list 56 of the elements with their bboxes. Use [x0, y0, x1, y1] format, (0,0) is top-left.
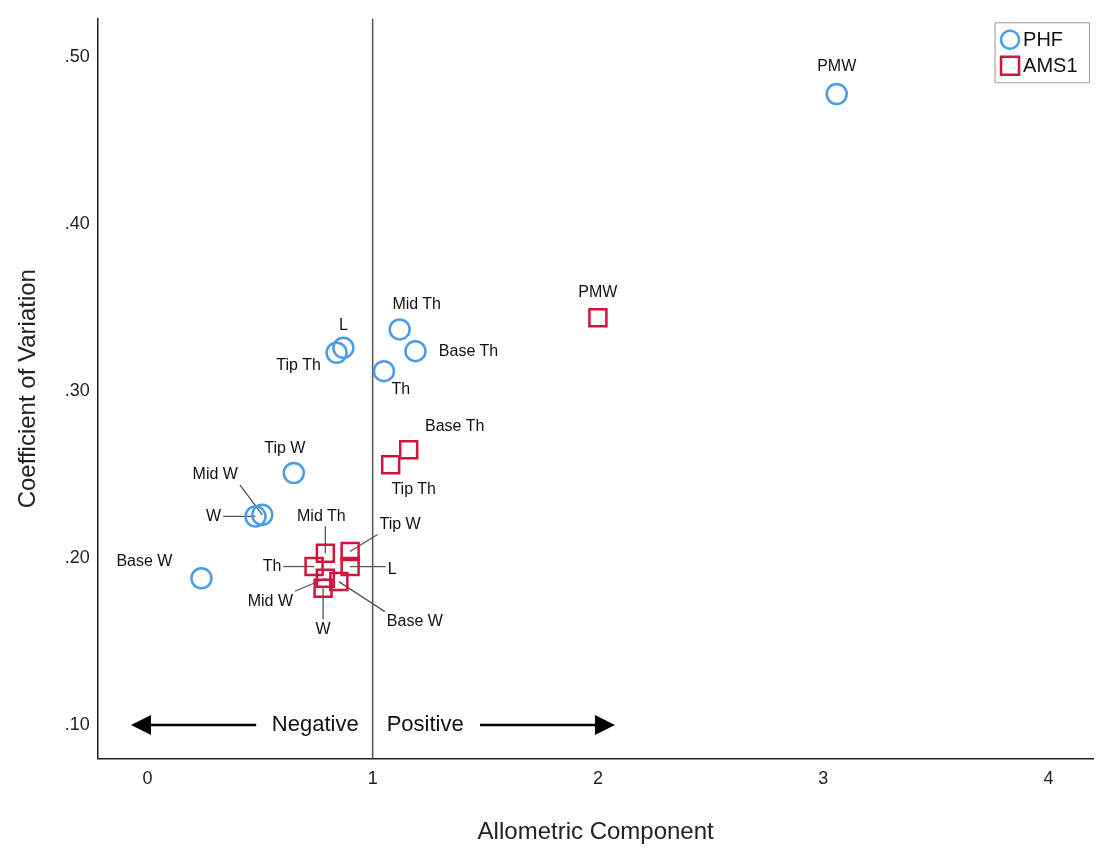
y-tick-label: .10 [64, 714, 90, 735]
point [190, 566, 213, 590]
annotation: Tip W [379, 514, 422, 532]
point [588, 307, 608, 328]
x-tick-label: 3 [818, 768, 829, 789]
x-axis-title: Allometric Component [477, 817, 715, 845]
annotation: Positive [386, 711, 464, 737]
annotation: Base Th [425, 417, 485, 435]
annotation: Mid Th [297, 506, 346, 524]
y-tick-label: .40 [64, 213, 90, 234]
point [244, 505, 267, 528]
annotation: L [387, 559, 397, 577]
point [325, 341, 348, 365]
legend-label: AMS1 [1023, 54, 1078, 77]
x-tick-label: 1 [367, 768, 378, 789]
point [315, 568, 336, 588]
point [398, 439, 419, 460]
annotation: Base W [386, 611, 444, 629]
x-tick-label: 4 [1043, 768, 1054, 789]
annotation: Th [262, 556, 282, 574]
point [372, 359, 396, 383]
legend-label: PHF [1023, 28, 1064, 51]
point [329, 571, 349, 592]
y-tick-label: .20 [64, 547, 90, 568]
annotation: Th [391, 379, 411, 397]
annotation: Base Th [438, 341, 499, 359]
annotation: Negative [271, 711, 359, 737]
y-axis-title: Coefficient of Variation [13, 269, 41, 509]
annotation: PMW [578, 283, 619, 301]
point [251, 503, 274, 527]
point [340, 541, 360, 562]
point [315, 543, 336, 563]
y-tick-label: .30 [64, 380, 90, 401]
x-tick-label: 0 [142, 768, 153, 789]
point [282, 461, 306, 485]
point [332, 336, 355, 360]
point [388, 318, 411, 341]
point [825, 82, 848, 106]
point [340, 556, 360, 577]
annotation: L [338, 316, 348, 334]
annotation: PMW [817, 57, 858, 75]
annotation: Mid W [192, 465, 239, 483]
annotation: Tip Th [276, 356, 321, 374]
y-tick-label: .50 [64, 46, 90, 67]
point [404, 339, 427, 363]
annotation: W [315, 619, 332, 637]
annotation: Tip Th [391, 480, 436, 498]
point [304, 556, 324, 577]
x-tick-label: 2 [592, 768, 603, 789]
annotation: W [205, 506, 222, 524]
point [313, 578, 333, 598]
annotation: Mid W [247, 591, 294, 609]
annotation: Base W [116, 551, 174, 569]
annotation: Tip W [264, 439, 307, 457]
annotation: Mid Th [392, 294, 441, 312]
point [380, 454, 401, 475]
